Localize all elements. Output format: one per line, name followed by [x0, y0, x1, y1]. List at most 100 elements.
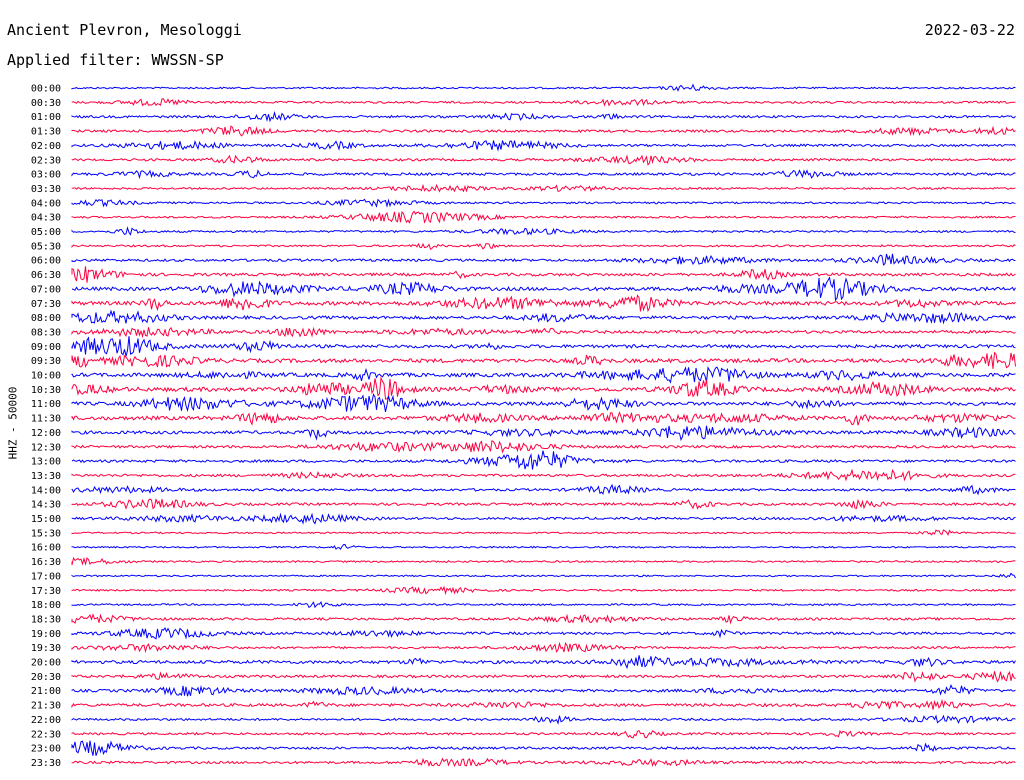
row-time-label: 15:00 — [31, 514, 61, 525]
trace-line — [71, 529, 1016, 537]
row-time-label: 06:30 — [31, 270, 61, 281]
trace-line — [71, 626, 1016, 640]
trace-line — [71, 376, 1016, 400]
trace-line — [71, 450, 1016, 470]
trace-line — [71, 198, 1016, 208]
trace-line — [71, 585, 1016, 596]
row-time-label: 19:00 — [31, 629, 61, 640]
trace-line — [71, 210, 1016, 224]
trace-line — [71, 543, 1016, 551]
filter-label: Applied filter: WWSSN-SP — [7, 51, 224, 69]
row-time-label: 06:00 — [31, 256, 61, 267]
trace-line — [71, 393, 1016, 413]
row-time-label: 05:00 — [31, 227, 61, 238]
trace-line — [71, 468, 1016, 482]
row-time-label: 05:30 — [31, 241, 61, 252]
trace-line — [71, 556, 1016, 566]
row-time-label: 00:30 — [31, 98, 61, 109]
row-time-label: 16:30 — [31, 557, 61, 568]
trace-line — [71, 425, 1016, 442]
row-time-label: 23:30 — [31, 758, 61, 769]
row-time-label: 13:00 — [31, 457, 61, 468]
trace-line — [71, 572, 1016, 579]
trace-line — [71, 483, 1016, 496]
row-time-label: 19:30 — [31, 643, 61, 654]
row-time-label: 18:30 — [31, 614, 61, 625]
trace-line — [71, 294, 1016, 313]
row-time-label: 07:00 — [31, 284, 61, 295]
row-time-label: 12:00 — [31, 428, 61, 439]
row-time-label: 03:30 — [31, 184, 61, 195]
row-time-label: 11:30 — [31, 414, 61, 425]
row-time-label: 17:00 — [31, 571, 61, 582]
trace-line — [71, 698, 1016, 710]
trace-line — [71, 714, 1016, 725]
trace-line — [71, 226, 1016, 236]
row-time-label: 18:00 — [31, 600, 61, 611]
trace-line — [71, 411, 1016, 426]
row-time-label: 08:00 — [31, 313, 61, 324]
row-time-label: 22:30 — [31, 729, 61, 740]
trace-line — [71, 276, 1016, 302]
station-title: Ancient Plevron, Mesologgi — [7, 21, 242, 39]
row-time-label: 10:30 — [31, 385, 61, 396]
row-time-label: 23:00 — [31, 744, 61, 755]
trace-line — [71, 641, 1016, 654]
trace-line — [71, 600, 1016, 609]
trace-line — [71, 183, 1016, 193]
row-time-label: 07:30 — [31, 299, 61, 310]
trace-line — [71, 326, 1016, 339]
trace-line — [71, 757, 1016, 768]
trace-line — [71, 169, 1016, 180]
row-time-label: 02:00 — [31, 141, 61, 152]
trace-line — [71, 740, 1016, 756]
trace-line — [71, 98, 1016, 107]
date-label: 2022-03-22 — [924, 21, 1015, 39]
trace-line — [71, 365, 1016, 384]
trace-line — [71, 670, 1016, 683]
trace-line — [71, 655, 1016, 670]
row-time-label: 08:30 — [31, 327, 61, 338]
row-time-label: 22:00 — [31, 715, 61, 726]
trace-line — [71, 154, 1016, 166]
trace-line — [71, 613, 1016, 625]
trace-line — [71, 440, 1016, 454]
row-time-label: 13:30 — [31, 471, 61, 482]
trace-line — [71, 498, 1016, 510]
trace-line — [71, 266, 1016, 283]
row-time-label: 04:30 — [31, 213, 61, 224]
row-time-label: 04:00 — [31, 198, 61, 209]
trace-line — [71, 110, 1016, 123]
row-time-label: 20:30 — [31, 672, 61, 683]
row-time-label: 02:30 — [31, 155, 61, 166]
row-time-label: 16:00 — [31, 543, 61, 554]
row-time-label: 21:00 — [31, 686, 61, 697]
row-time-label: 12:30 — [31, 442, 61, 453]
trace-line — [71, 139, 1016, 152]
row-time-label: 01:30 — [31, 127, 61, 138]
trace-line — [71, 253, 1016, 266]
row-time-label: 21:30 — [31, 701, 61, 712]
trace-line — [71, 729, 1016, 739]
row-time-label: 20:00 — [31, 658, 61, 669]
row-time-label: 14:00 — [31, 485, 61, 496]
row-time-label: 01:00 — [31, 112, 61, 123]
row-time-label: 09:00 — [31, 342, 61, 353]
row-time-label: 00:00 — [31, 84, 61, 95]
trace-line — [71, 351, 1016, 369]
trace-line — [71, 242, 1016, 251]
trace-line — [71, 83, 1016, 92]
row-time-label: 11:00 — [31, 399, 61, 410]
trace-line — [71, 336, 1016, 357]
trace-line — [71, 512, 1016, 525]
row-time-label: 17:30 — [31, 586, 61, 597]
trace-line — [71, 125, 1016, 137]
row-time-label: 15:30 — [31, 528, 61, 539]
row-time-label: 14:30 — [31, 500, 61, 511]
row-time-label: 03:00 — [31, 170, 61, 181]
row-time-label: 09:30 — [31, 356, 61, 367]
trace-line — [71, 683, 1016, 697]
trace-line — [71, 309, 1016, 325]
row-time-label: 10:00 — [31, 371, 61, 382]
